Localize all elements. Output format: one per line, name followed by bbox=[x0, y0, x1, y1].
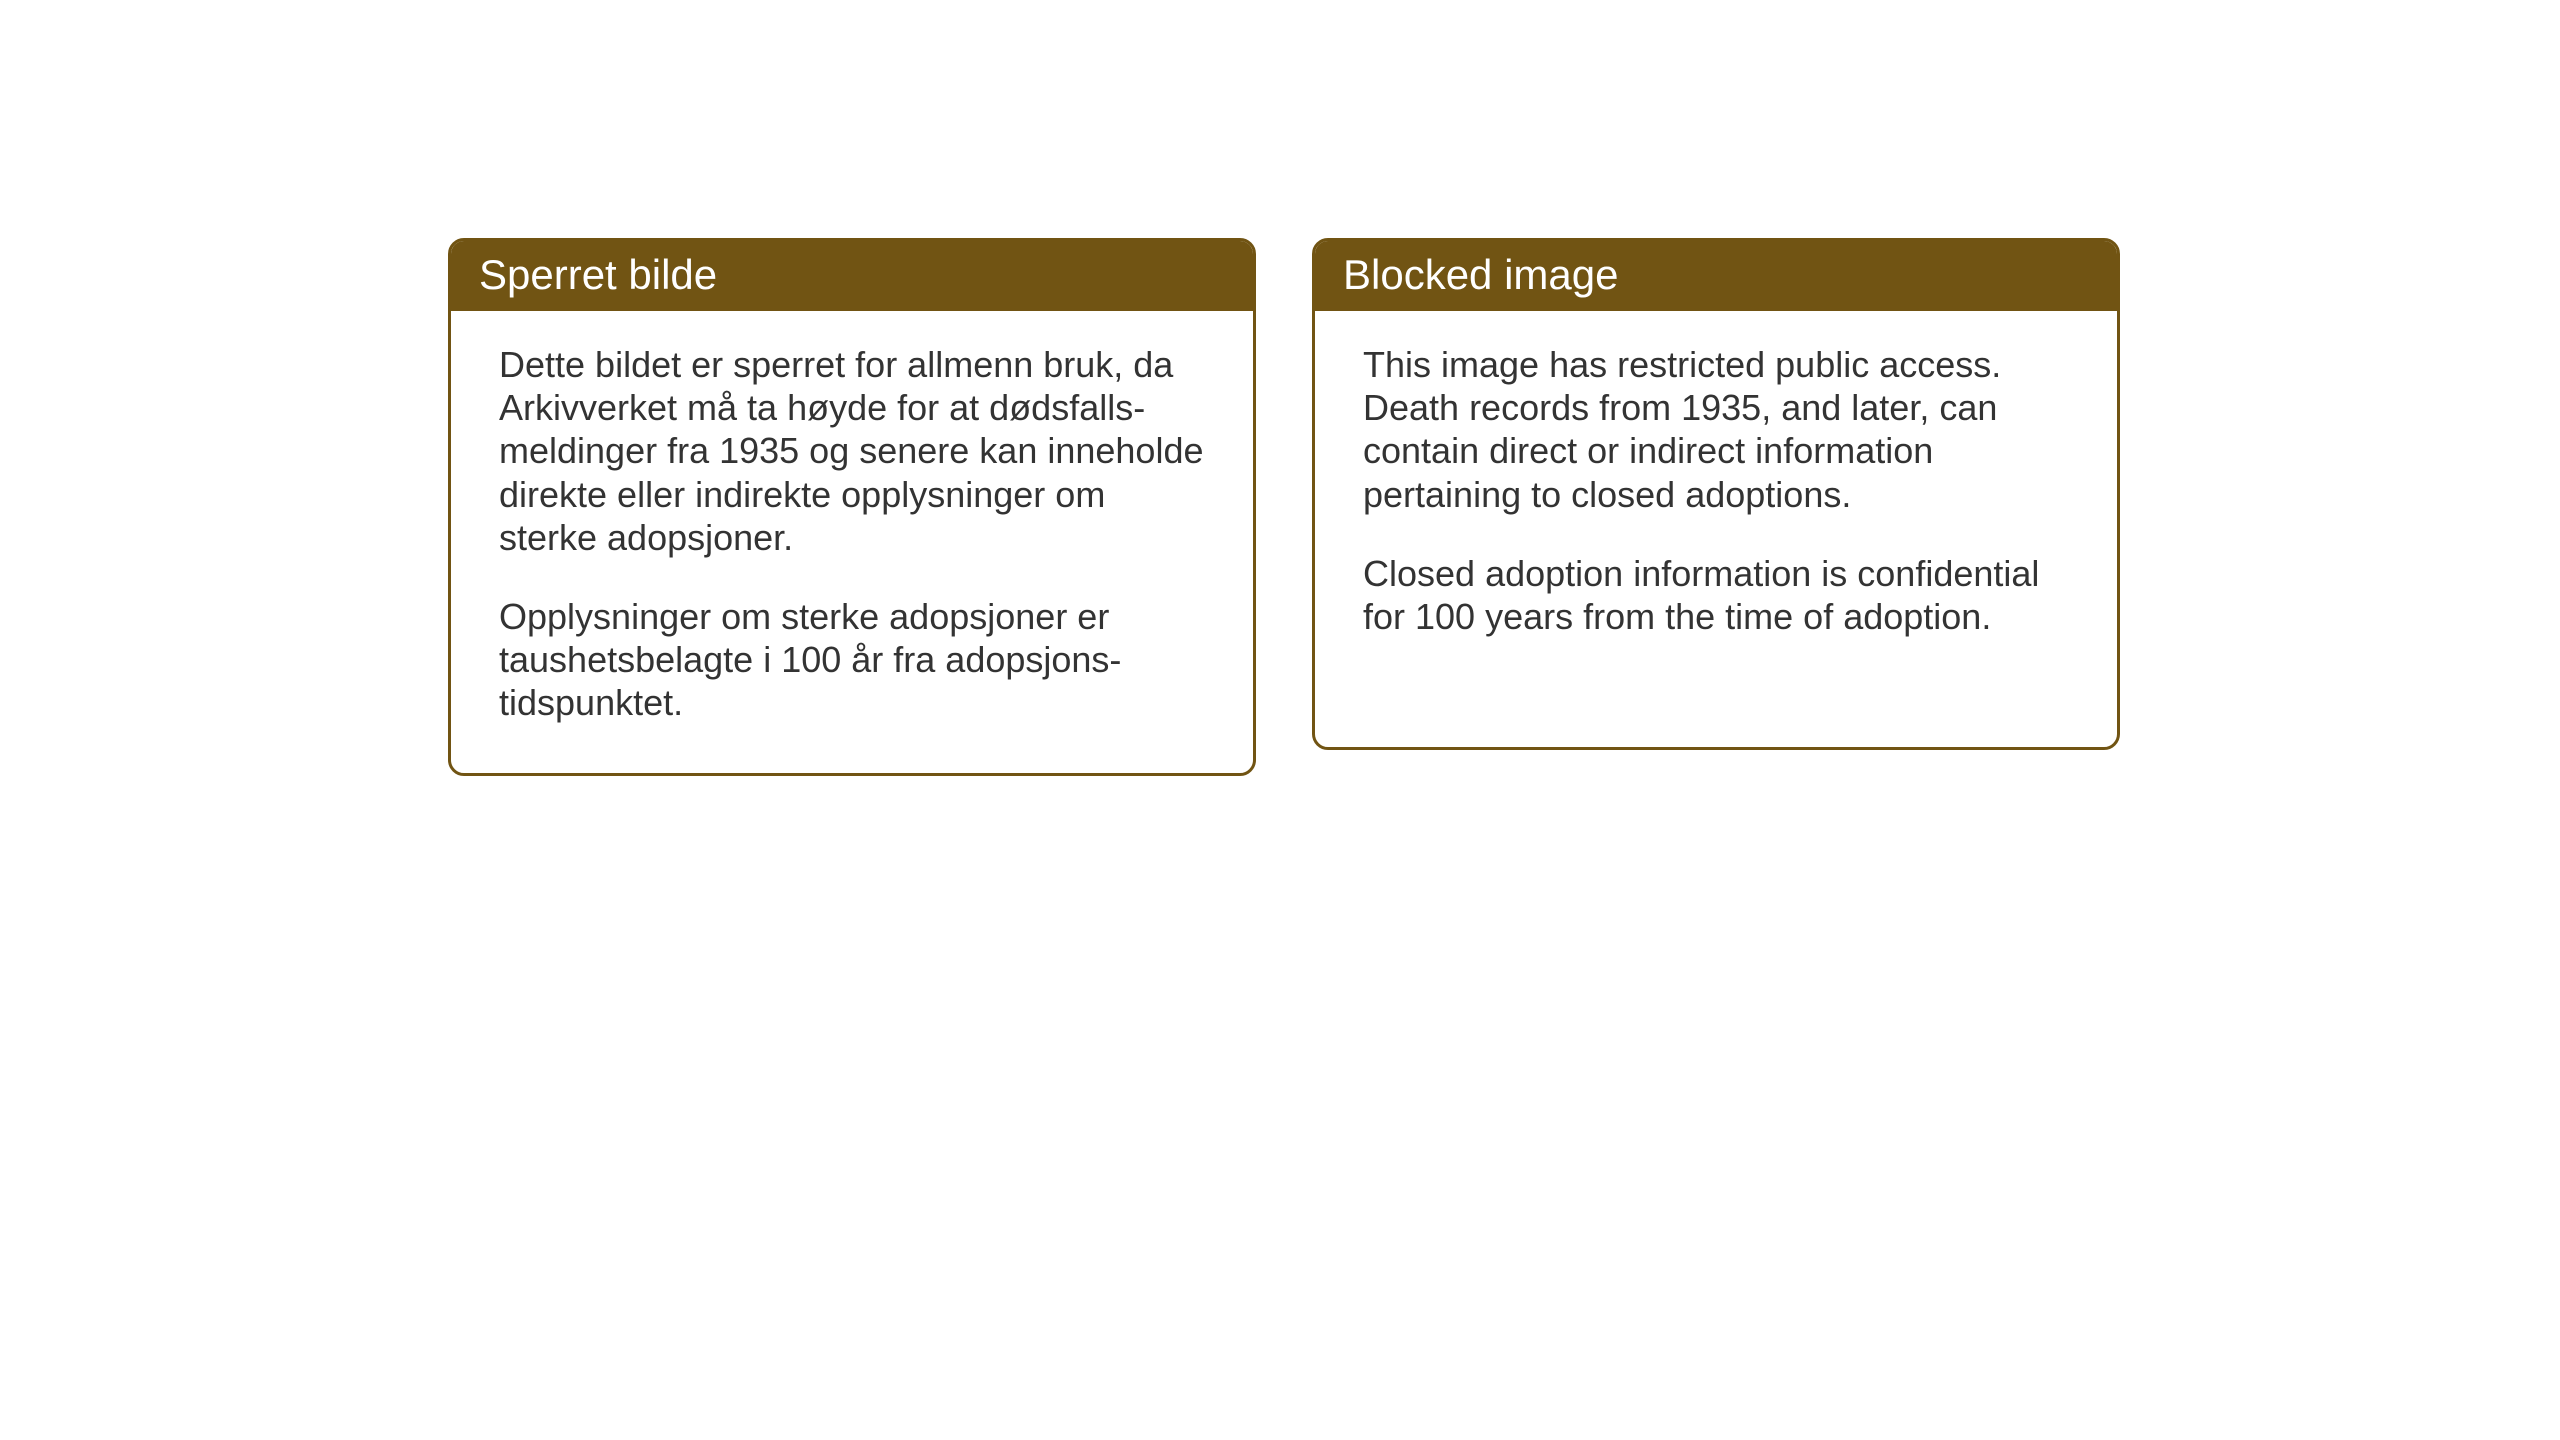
notice-title-english: Blocked image bbox=[1343, 251, 1618, 298]
notice-para2-english: Closed adoption information is confident… bbox=[1363, 552, 2069, 638]
notice-para2-norwegian: Opplysninger om sterke adopsjoner er tau… bbox=[499, 595, 1205, 725]
notice-title-norwegian: Sperret bilde bbox=[479, 251, 717, 298]
notice-header-english: Blocked image bbox=[1315, 241, 2117, 311]
notice-box-english: Blocked image This image has restricted … bbox=[1312, 238, 2120, 750]
notice-header-norwegian: Sperret bilde bbox=[451, 241, 1253, 311]
notice-container: Sperret bilde Dette bildet er sperret fo… bbox=[448, 238, 2120, 776]
notice-body-english: This image has restricted public access.… bbox=[1315, 311, 2117, 686]
notice-para1-norwegian: Dette bildet er sperret for allmenn bruk… bbox=[499, 343, 1205, 559]
notice-body-norwegian: Dette bildet er sperret for allmenn bruk… bbox=[451, 311, 1253, 773]
notice-para1-english: This image has restricted public access.… bbox=[1363, 343, 2069, 516]
notice-box-norwegian: Sperret bilde Dette bildet er sperret fo… bbox=[448, 238, 1256, 776]
